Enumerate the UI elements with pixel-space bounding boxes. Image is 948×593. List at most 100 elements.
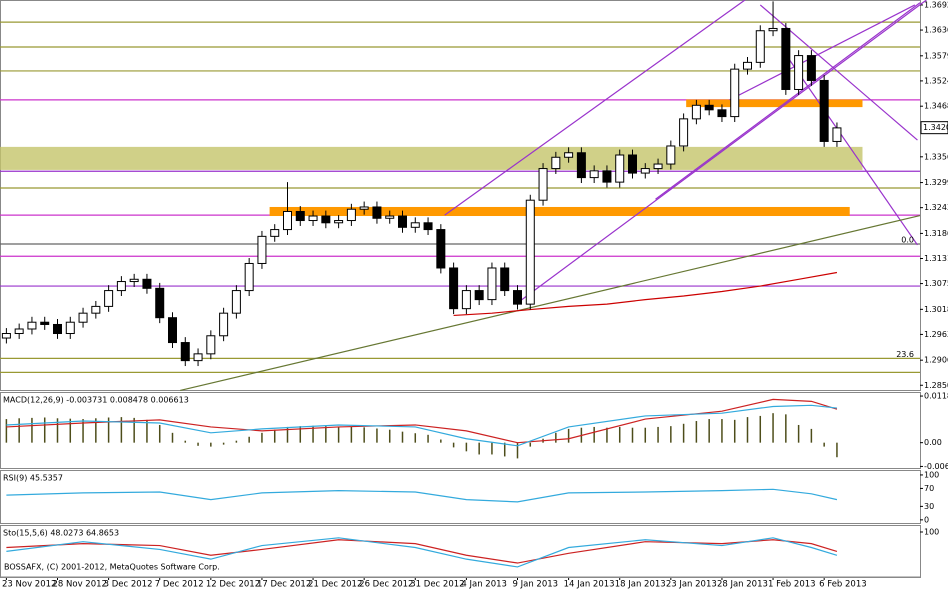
candle-body xyxy=(781,27,791,90)
indicator-line xyxy=(6,488,838,503)
y-tick-label: 0.00 xyxy=(924,438,942,447)
candle-body xyxy=(755,30,765,63)
x-tick-label: 18 Jan 2013 xyxy=(615,580,666,590)
y-tick-label: 1.30755 xyxy=(924,279,948,288)
candle-body xyxy=(538,168,548,201)
candle-body xyxy=(449,267,459,310)
y-tick-label: 70 xyxy=(924,484,934,493)
trend-line xyxy=(519,0,927,302)
candle-body xyxy=(640,168,650,174)
y-tick-label: 1.29630 xyxy=(924,330,948,339)
candle-body xyxy=(257,235,267,264)
candle-body xyxy=(423,222,433,231)
x-tick-label: 1 Feb 2013 xyxy=(768,580,816,590)
candle-body xyxy=(334,220,344,224)
x-tick-label: 3 Dec 2012 xyxy=(104,580,153,590)
candle-body xyxy=(628,154,637,174)
y-tick-label: 100 xyxy=(924,527,939,536)
candle-body xyxy=(487,267,497,301)
fib-label: 23.6 xyxy=(896,350,914,359)
x-tick-label: 4 Jan 2013 xyxy=(461,580,507,590)
trend-line xyxy=(655,2,921,200)
indicator-label: Sto(15,5,6) 48.0273 64.8653 xyxy=(3,529,119,538)
candle-body xyxy=(206,335,216,355)
panel-frame xyxy=(0,392,921,469)
x-tick-label: 26 Dec 2012 xyxy=(359,580,413,590)
candle-body xyxy=(40,321,50,325)
zone xyxy=(686,99,863,108)
y-tick-label: 1.36920 xyxy=(924,0,948,9)
candle-body xyxy=(91,305,101,314)
y-tick-label: 1.32435 xyxy=(924,203,948,212)
candle-body xyxy=(27,321,37,330)
watermark: BOSSAFX, (C) 2001-2012, MetaQuotes Softw… xyxy=(4,563,220,572)
candle-body xyxy=(372,206,382,219)
x-tick-label: 7 Dec 2012 xyxy=(155,580,204,590)
y-tick-label: 1.35795 xyxy=(924,51,948,60)
candle-body xyxy=(308,215,318,222)
candle-body xyxy=(794,55,804,90)
x-tick-label: 23 Nov 2012 xyxy=(2,580,56,590)
candle-body xyxy=(691,104,701,120)
panel-frame xyxy=(0,0,921,391)
candle-body xyxy=(321,215,331,224)
indicator-label: RSI(9) 45.5357 xyxy=(3,474,63,483)
candle-body xyxy=(410,222,420,228)
candle-body xyxy=(104,290,114,307)
candle-body xyxy=(180,342,190,362)
y-tick-label: 1.29060 xyxy=(924,356,948,365)
y-tick-label: 0 xyxy=(924,515,929,524)
indicator-label: MACD(12,26,9) -0.003731 0.008478 0.00661… xyxy=(3,396,189,405)
candle-body xyxy=(819,79,829,142)
y-tick-label: 100 xyxy=(924,470,939,479)
candle-body xyxy=(168,317,177,344)
candle-body xyxy=(717,109,727,118)
candle-body xyxy=(346,208,356,222)
y-tick-label: 1.33560 xyxy=(924,152,948,161)
y-tick-label: -0.00604 xyxy=(924,462,948,471)
candle-body xyxy=(615,154,625,183)
trend-line xyxy=(180,214,921,392)
candle-body xyxy=(193,353,203,362)
x-tick-label: 12 Dec 2012 xyxy=(206,580,260,590)
y-tick-label: 1.34680 xyxy=(924,102,948,111)
candle-body xyxy=(461,290,471,310)
trend-line xyxy=(759,4,918,141)
candle-body xyxy=(576,152,586,179)
y-tick-label: 1.36365 xyxy=(924,26,948,35)
bid-box xyxy=(920,121,948,135)
candle-body xyxy=(743,61,752,70)
candle-body xyxy=(525,199,535,305)
candle-body xyxy=(589,170,599,179)
support-band xyxy=(0,146,863,170)
candle-body xyxy=(385,215,395,219)
x-tick-label: 17 Dec 2012 xyxy=(257,580,311,590)
candle-body xyxy=(155,287,165,319)
candle-body xyxy=(564,152,574,158)
candle-body xyxy=(283,210,292,231)
x-tick-label: 21 Dec 2012 xyxy=(308,580,362,590)
candle-body xyxy=(116,281,126,292)
fib-label: 0.0 xyxy=(901,236,914,245)
candle-body xyxy=(244,262,254,292)
y-tick-label: 1.35240 xyxy=(924,76,948,85)
candle-body xyxy=(602,170,612,183)
candle-body xyxy=(832,127,842,142)
candle-body xyxy=(270,229,280,237)
candle-body xyxy=(142,278,152,289)
trend-line xyxy=(789,59,918,246)
x-tick-label: 9 Jan 2013 xyxy=(513,580,559,590)
candle-body xyxy=(398,215,407,228)
x-tick-label: 6 Feb 2013 xyxy=(819,580,867,590)
candle-body xyxy=(14,328,24,335)
indicator-line xyxy=(6,539,838,564)
candle-body xyxy=(359,206,369,210)
y-tick-label: 1.31865 xyxy=(924,229,948,238)
x-tick-label: 28 Nov 2012 xyxy=(53,580,107,590)
trend-line xyxy=(444,0,746,216)
candle-body xyxy=(53,323,62,335)
candle-body xyxy=(551,156,561,170)
candle-body xyxy=(666,145,676,165)
